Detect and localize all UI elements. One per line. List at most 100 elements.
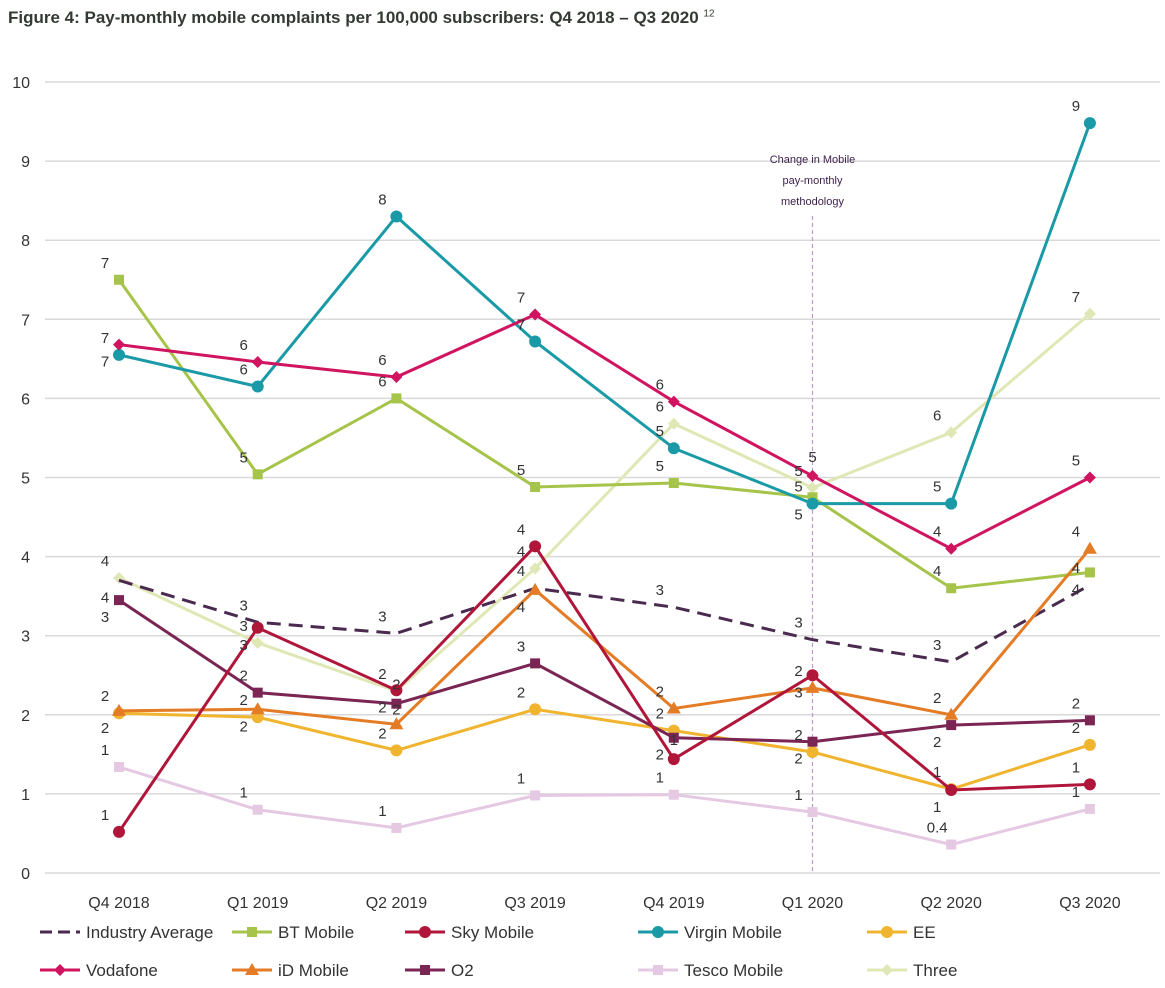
- title-footnote: 12: [703, 8, 715, 20]
- data-label-bt-mobile: 6: [378, 373, 386, 390]
- data-label-sky-mobile: 1: [1072, 759, 1080, 776]
- data-label-industry-average: 3: [240, 597, 248, 614]
- data-label-tesco-mobile: 0.4: [927, 820, 948, 837]
- data-point-bt-mobile: [946, 583, 957, 594]
- data-point-vodafone: [945, 542, 958, 555]
- legend-label-industry-average: Industry Average: [86, 923, 213, 942]
- legend-label-three: Three: [913, 961, 957, 980]
- x-tick-label: Q4 2019: [643, 895, 704, 912]
- data-label-o2: 2: [240, 668, 248, 685]
- chart-title: Figure 4: Pay-monthly mobile complaints …: [8, 8, 715, 28]
- data-point-id-mobile: [250, 702, 265, 715]
- series-line-virgin-mobile: [118, 122, 1092, 506]
- data-point-o2: [114, 595, 124, 606]
- legend-label-bt-mobile: BT Mobile: [278, 923, 354, 942]
- data-point-vodafone: [529, 308, 542, 321]
- data-label-id-mobile: 2: [794, 663, 802, 680]
- data-point-o2: [252, 687, 263, 698]
- data-point-bt-mobile: [114, 274, 124, 285]
- data-label-o2: 2: [933, 734, 941, 751]
- data-label-vodafone: 6: [240, 337, 248, 354]
- data-point-three: [806, 481, 819, 494]
- data-label-bt-mobile: 5: [794, 506, 802, 523]
- data-label-industry-average: 4: [101, 589, 109, 606]
- data-label-tesco-mobile: 1: [794, 787, 802, 804]
- data-label-id-mobile: 4: [517, 599, 525, 616]
- data-label-o2: 2: [1072, 695, 1080, 712]
- data-label-virgin-mobile: 7: [101, 330, 109, 347]
- legend-marker-tesco-mobile: [653, 965, 663, 975]
- data-label-tesco-mobile: 1: [101, 742, 109, 759]
- methodology-annotation: methodology: [781, 196, 844, 208]
- data-point-o2: [530, 658, 541, 669]
- legend-label-sky-mobile: Sky Mobile: [451, 923, 534, 942]
- data-point-three: [251, 636, 264, 649]
- data-point-vodafone: [390, 371, 403, 384]
- data-point-ee: [806, 745, 819, 758]
- data-label-ee: 2: [101, 688, 109, 705]
- data-label-sky-mobile: 4: [517, 521, 525, 538]
- data-label-vodafone: 7: [101, 354, 109, 371]
- data-label-sky-mobile: 1: [101, 807, 109, 824]
- data-label-virgin-mobile: 7: [517, 316, 525, 333]
- data-point-vodafone: [806, 469, 819, 482]
- data-label-ee: 2: [1072, 720, 1080, 737]
- data-point-tesco-mobile: [114, 762, 124, 773]
- data-point-virgin-mobile: [806, 497, 819, 510]
- data-point-sky-mobile: [806, 669, 819, 682]
- legend-marker-bt-mobile: [247, 927, 257, 937]
- legend-marker-ee: [881, 926, 893, 938]
- series-line-sky-mobile: [117, 543, 1090, 833]
- data-label-tesco-mobile: 1: [378, 803, 386, 820]
- data-label-three: 7: [1072, 289, 1080, 306]
- legend-marker-sky-mobile: [419, 926, 431, 938]
- data-label-industry-average: 3: [933, 637, 941, 654]
- methodology-annotation: Change in Mobile: [770, 154, 856, 166]
- x-tick-label: Q3 2019: [504, 895, 565, 912]
- legend-label-virgin-mobile: Virgin Mobile: [684, 923, 782, 942]
- data-label-id-mobile: 2: [101, 720, 109, 737]
- x-tick-label: Q1 2019: [227, 895, 288, 912]
- data-label-vodafone: 5: [1072, 453, 1080, 470]
- data-label-vodafone: 7: [517, 290, 525, 307]
- data-label-sky-mobile: 3: [794, 684, 802, 701]
- data-label-o2: 3: [517, 638, 525, 655]
- y-tick-label: 10: [12, 75, 30, 92]
- data-point-ee: [390, 744, 403, 757]
- data-point-bt-mobile: [668, 478, 679, 489]
- data-point-vodafone: [113, 338, 125, 351]
- data-label-three: 3: [240, 618, 248, 635]
- data-point-bt-mobile: [391, 393, 402, 404]
- data-point-virgin-mobile: [1083, 117, 1096, 130]
- data-point-virgin-mobile: [251, 380, 264, 393]
- data-point-tesco-mobile: [807, 807, 818, 818]
- data-label-ee: 2: [656, 706, 664, 723]
- series-line-ee: [118, 707, 1091, 791]
- data-label-bt-mobile: 7: [101, 255, 109, 272]
- data-label-virgin-mobile: 5: [933, 479, 941, 496]
- data-label-industry-average: 3: [656, 582, 664, 599]
- data-point-sky-mobile: [1083, 778, 1096, 791]
- data-point-virgin-mobile: [667, 442, 680, 455]
- data-point-id-mobile: [1082, 541, 1097, 554]
- y-tick-label: 6: [21, 391, 30, 408]
- data-label-three: 4: [517, 543, 525, 560]
- data-point-bt-mobile: [530, 481, 541, 492]
- legend-label-tesco-mobile: Tesco Mobile: [684, 961, 783, 980]
- data-point-vodafone: [251, 356, 264, 369]
- data-point-three: [529, 562, 542, 575]
- y-tick-label: 2: [21, 708, 30, 725]
- data-label-virgin-mobile: 6: [240, 362, 248, 379]
- data-point-tesco-mobile: [668, 789, 679, 800]
- legend-marker-virgin-mobile: [652, 926, 664, 938]
- data-point-bt-mobile: [252, 469, 263, 480]
- data-label-virgin-mobile: 5: [794, 479, 802, 496]
- data-label-bt-mobile: 5: [656, 458, 664, 475]
- data-label-sky-mobile: 1: [670, 732, 678, 749]
- data-label-industry-average: 4: [517, 563, 525, 580]
- data-label-o2: 3: [101, 609, 109, 626]
- data-label-tesco-mobile: 1: [656, 770, 664, 787]
- data-point-tesco-mobile: [946, 839, 957, 850]
- data-point-vodafone: [667, 395, 680, 408]
- data-label-id-mobile: 2: [240, 718, 248, 735]
